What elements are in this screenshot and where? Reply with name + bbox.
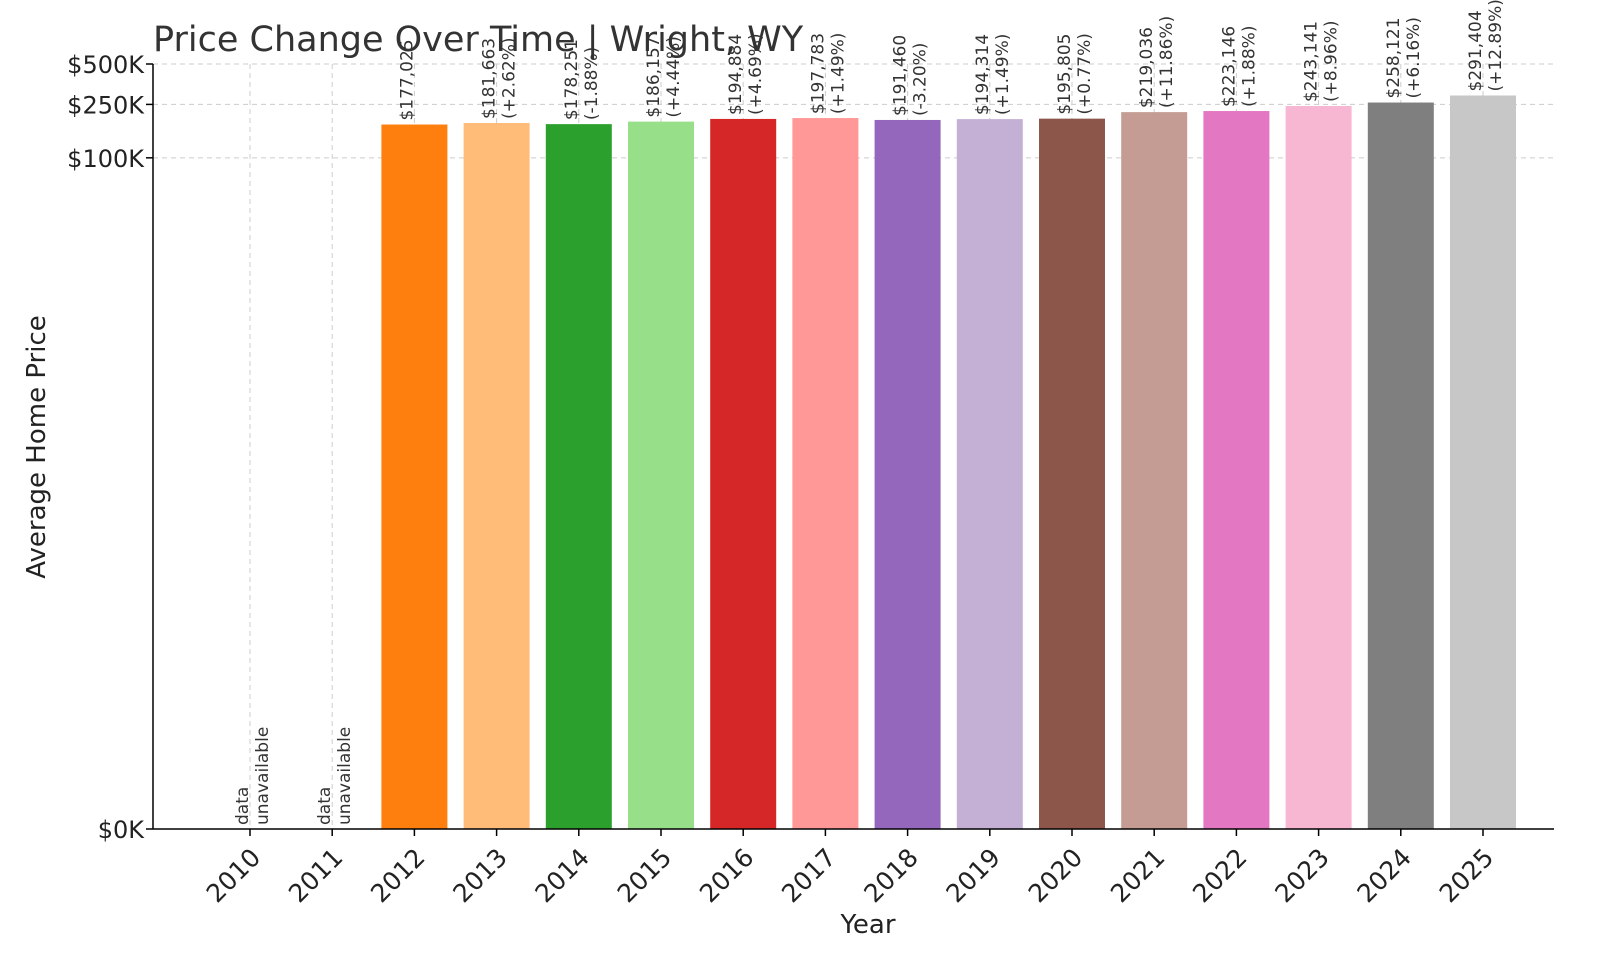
bar-change-label: (-3.20%) — [911, 43, 931, 116]
bar-change-label: (+6.16%) — [1404, 17, 1424, 99]
bar-2024 — [1367, 102, 1434, 830]
x-tick-label: 2011 — [283, 843, 348, 908]
x-tick-label: 2016 — [694, 843, 759, 908]
x-tick-label: 2014 — [530, 843, 595, 908]
bar-change-label: (+0.77%) — [1075, 33, 1095, 115]
bar-value-label: $177,025 — [397, 39, 417, 120]
bar-change-label: unavailable — [335, 727, 355, 825]
bar-value-label: $191,460 — [891, 35, 911, 116]
y-tick-label: $250K — [67, 91, 145, 119]
bar-change-label: (+1.88%) — [1239, 26, 1259, 108]
bar-value-label: $194,884 — [726, 34, 746, 115]
bar-value-label: $243,141 — [1302, 21, 1322, 102]
x-tick-label: 2020 — [1023, 843, 1088, 908]
x-tick-label: 2010 — [201, 843, 266, 908]
y-ticks: $0K $100K $250K $500K — [67, 51, 153, 844]
y-tick-label: $0K — [98, 816, 146, 844]
bar-2018 — [874, 119, 941, 830]
bar-change-label: (+11.86%) — [1157, 16, 1177, 108]
x-tick-label: 2017 — [776, 843, 841, 908]
x-tick-label: 2015 — [612, 843, 677, 908]
x-tick-label: 2022 — [1187, 843, 1252, 908]
x-tick-label: 2018 — [858, 843, 923, 908]
bar-change-label: (+4.69%) — [746, 33, 766, 115]
bar-change-label: (-1.88%) — [582, 47, 602, 120]
x-tick-label: 2013 — [447, 843, 512, 908]
bar-value-label: $178,251 — [562, 39, 582, 120]
bar-2014 — [545, 124, 612, 829]
bar-change-label: (+1.49%) — [993, 34, 1013, 116]
bar-value-label: $291,404 — [1466, 10, 1486, 91]
bar-change-label: (+8.96%) — [1322, 21, 1342, 103]
bar-2022 — [1203, 111, 1270, 830]
bar-2013 — [463, 123, 530, 829]
bar-2023 — [1285, 106, 1352, 829]
chart-title: Price Change Over Time | Wright, WY — [153, 20, 804, 60]
bar-2021 — [1121, 112, 1188, 830]
x-tick-label: 2023 — [1269, 843, 1334, 908]
bar-change-label: (+4.44%) — [664, 36, 684, 118]
bar-change-label: unavailable — [253, 727, 273, 825]
x-ticks: 2010 2011 2012 2013 2014 2015 2016 2017 2018 2019… — [201, 829, 1499, 908]
bar-change-label: (+12.89%) — [1486, 0, 1506, 91]
bar-labels: data unavailable data unavailable$177,025 $1… — [233, 0, 1506, 825]
bar-2017 — [792, 118, 859, 830]
bar-change-label: (+2.62%) — [500, 38, 520, 120]
bar-change-label: (+1.49%) — [828, 33, 848, 115]
x-tick-label: 2024 — [1352, 843, 1417, 908]
bar-value-label: $219,036 — [1137, 27, 1157, 108]
bar-2020 — [1039, 118, 1105, 829]
bar-2015 — [628, 121, 694, 829]
bar-value-label: $195,805 — [1055, 34, 1075, 115]
bar-value-label: $223,146 — [1219, 26, 1239, 107]
x-axis-label: Year — [839, 910, 895, 940]
bar-value-label: $186,157 — [644, 36, 664, 117]
y-tick-label: $100K — [67, 145, 145, 173]
bar-value-label: $258,121 — [1384, 17, 1404, 98]
bar-value-label: $197,783 — [808, 33, 828, 114]
x-tick-label: 2012 — [365, 843, 430, 908]
bars — [381, 95, 1516, 830]
x-tick-label: 2025 — [1434, 843, 1499, 908]
x-tick-label: 2019 — [941, 843, 1006, 908]
bar-2012 — [381, 124, 448, 829]
y-axis-label: Average Home Price — [22, 315, 52, 579]
bar-2016 — [710, 118, 777, 829]
bar-value-label: data — [233, 787, 253, 825]
y-tick-label: $500K — [67, 51, 145, 79]
bar-value-label: data — [315, 787, 335, 825]
bar-2019 — [956, 119, 1023, 829]
bar-value-label: $194,314 — [973, 34, 993, 115]
bar-2025 — [1450, 95, 1516, 829]
axes — [152, 64, 1554, 830]
bar-value-label: $181,663 — [480, 38, 500, 119]
x-tick-label: 2021 — [1105, 843, 1170, 908]
